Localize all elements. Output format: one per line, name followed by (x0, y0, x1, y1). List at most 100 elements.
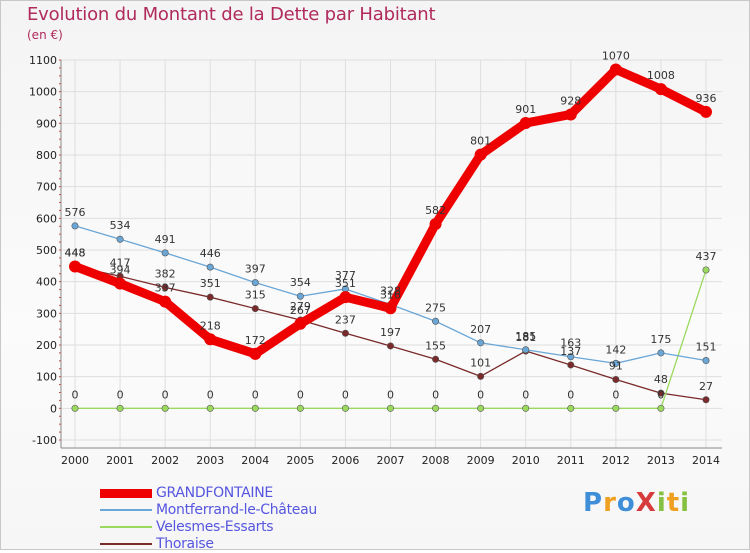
data-label: 267 (290, 304, 311, 317)
data-point (477, 372, 485, 380)
y-tick-label: 100 (36, 371, 57, 384)
x-tick-label: 2006 (331, 454, 359, 467)
data-point (477, 339, 485, 347)
data-point (206, 293, 214, 301)
data-label: 351 (335, 277, 356, 290)
data-label: 397 (245, 263, 266, 276)
x-tick-label: 2007 (377, 454, 405, 467)
data-point (204, 333, 217, 346)
data-point (206, 263, 214, 271)
data-point (116, 404, 124, 412)
data-point (657, 404, 665, 412)
data-point (296, 292, 304, 300)
legend-item: Montferrand-le-Château (100, 502, 430, 519)
y-tick-label: 200 (36, 339, 57, 352)
data-label: 237 (335, 313, 356, 326)
y-tick-label: 700 (36, 181, 57, 194)
data-label: 1008 (647, 69, 675, 82)
data-labels: 448 394 337 218 172 267 351 316 582 801 901 928 1070… (65, 50, 717, 402)
proxiti-logo: ProXiti (583, 488, 690, 518)
data-point (71, 222, 79, 230)
chart-subtitle: (en €) (27, 28, 63, 42)
data-point (339, 291, 352, 304)
data-point (567, 361, 575, 369)
x-tick-label: 2012 (602, 454, 630, 467)
data-label: 142 (605, 343, 626, 356)
data-label: 185 (515, 330, 536, 343)
data-label: 0 (477, 388, 484, 401)
data-label: 328 (380, 284, 401, 297)
data-label: 175 (650, 333, 671, 346)
data-label: 0 (117, 388, 124, 401)
data-label: 448 (65, 246, 86, 259)
data-point (294, 317, 307, 330)
data-point (251, 404, 259, 412)
logo-letter: i (656, 488, 667, 518)
data-label: 0 (522, 388, 529, 401)
data-label: 163 (560, 337, 581, 350)
data-point (71, 404, 79, 412)
data-point (116, 235, 124, 243)
legend-label: Thoraise (156, 536, 214, 552)
legend-item: GRANDFONTAINE (100, 485, 430, 502)
data-label: 137 (560, 345, 581, 358)
data-label: 218 (200, 319, 221, 332)
x-tick-label: 2008 (422, 454, 450, 467)
data-point (567, 404, 575, 412)
y-tick-label: -100 (32, 434, 57, 447)
data-point (161, 283, 169, 291)
data-label: 417 (110, 256, 131, 269)
data-label: 275 (425, 301, 446, 314)
logo-letter: t (666, 488, 681, 518)
data-label: 0 (567, 388, 574, 401)
data-label: 315 (245, 289, 266, 302)
data-point (702, 396, 710, 404)
data-label: 582 (425, 204, 446, 217)
data-point (251, 279, 259, 287)
data-point (700, 105, 712, 118)
data-label: 151 (696, 341, 717, 354)
data-point (251, 305, 259, 313)
data-point (341, 404, 349, 412)
data-point (609, 63, 622, 76)
data-label: 351 (200, 277, 221, 290)
data-label: 279 (290, 300, 311, 313)
data-label: 1070 (602, 50, 630, 63)
data-label: 0 (252, 388, 259, 401)
data-point (522, 346, 530, 354)
data-point (474, 148, 487, 161)
y-tick-label: 1000 (29, 86, 57, 99)
logo-letter: X (635, 488, 657, 518)
data-point (612, 376, 620, 384)
data-label: 155 (425, 339, 446, 352)
series (69, 63, 712, 412)
data-point (612, 359, 620, 367)
x-tick-label: 2001 (106, 454, 134, 467)
data-label: 0 (612, 388, 619, 401)
y-tick-label: 500 (36, 244, 57, 257)
x-tick-label: 2010 (512, 454, 540, 467)
legend-label: GRANDFONTAINE (156, 485, 273, 501)
data-label: 0 (207, 388, 214, 401)
data-point (429, 218, 442, 231)
legend-swatch (100, 489, 152, 498)
data-point (386, 404, 394, 412)
data-label: 0 (297, 388, 304, 401)
data-label: 382 (155, 267, 176, 280)
y-tick-label: 0 (50, 402, 57, 415)
legend-label: Montferrand-le-Château (156, 502, 317, 518)
legend-item: Velesmes-Essarts (100, 519, 430, 536)
data-label: 172 (245, 334, 266, 347)
data-label: 337 (155, 282, 176, 295)
y-tick-label: 1100 (29, 54, 57, 67)
data-point (567, 353, 575, 361)
data-label: 48 (654, 373, 668, 386)
data-label: 316 (380, 288, 401, 301)
x-tick-label: 2005 (286, 454, 314, 467)
legend-swatch (100, 526, 152, 528)
logo-letter: i (680, 488, 691, 518)
data-label: 0 (72, 388, 79, 401)
data-point (657, 349, 665, 357)
data-label: 448 (65, 246, 86, 259)
x-tick-label: 2003 (196, 454, 224, 467)
